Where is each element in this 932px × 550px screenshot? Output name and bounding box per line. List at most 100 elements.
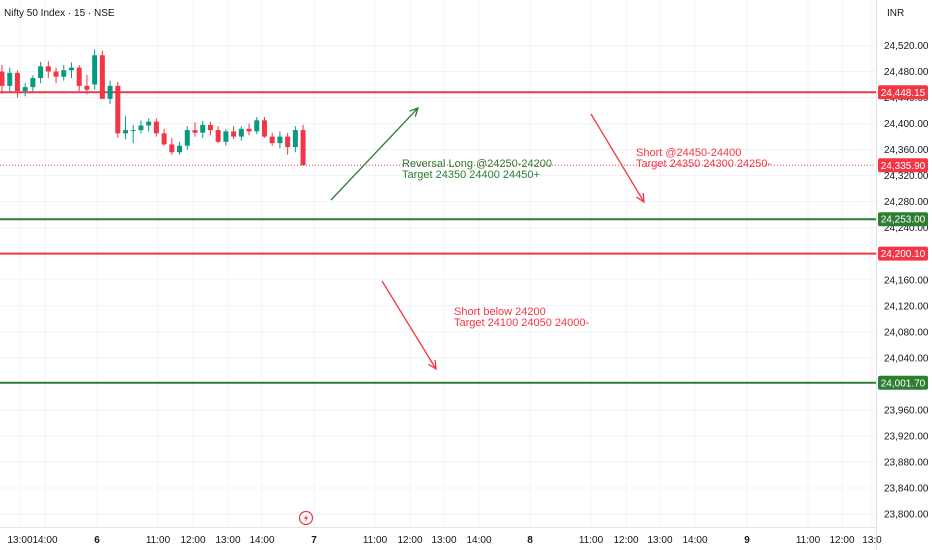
price-tick-label: 24,240.00 xyxy=(884,223,929,234)
time-axis[interactable]: 13:00 14:00 6 11:00 12:00 13:00 14:00 7 11:00 12:… xyxy=(7,535,882,546)
candle xyxy=(84,74,90,94)
candle xyxy=(99,50,105,99)
level-price-badge: 24,253.00 xyxy=(878,212,928,227)
lightning-icon[interactable] xyxy=(298,510,314,526)
candle xyxy=(246,123,252,136)
candle xyxy=(76,65,82,92)
candle xyxy=(138,120,144,134)
horizontal-levels xyxy=(0,91,876,384)
price-tick-label: 23,960.00 xyxy=(884,405,929,416)
time-tick-label: 11:00 xyxy=(146,535,171,546)
candle xyxy=(254,117,260,134)
candle xyxy=(223,128,229,146)
price-tick-label: 24,280.00 xyxy=(884,197,929,208)
candle xyxy=(177,141,183,155)
time-tick-label: 13:0 xyxy=(862,535,882,546)
candle xyxy=(115,81,121,138)
candle xyxy=(238,126,244,141)
candle xyxy=(92,49,98,90)
time-tick-label: 12:00 xyxy=(829,535,854,546)
time-tick-label: 14:00 xyxy=(249,535,274,546)
price-tick-label: 24,040.00 xyxy=(884,353,929,364)
grid xyxy=(0,0,876,527)
candles xyxy=(0,49,306,166)
annotation-arrow xyxy=(590,113,645,204)
price-tick-label: 24,120.00 xyxy=(884,301,929,312)
chart-title: Nifty 50 Index · 15 · NSE xyxy=(4,8,115,19)
time-tick-label: 12:00 xyxy=(613,535,638,546)
candle xyxy=(45,61,51,79)
price-tick-label: 24,400.00 xyxy=(884,119,929,130)
candle xyxy=(123,115,129,140)
time-tick-label: 11:00 xyxy=(363,535,388,546)
candle xyxy=(22,83,28,97)
time-tick-label: 14:00 xyxy=(32,535,57,546)
price-tick-label: 24,480.00 xyxy=(884,67,929,78)
candle xyxy=(300,124,306,166)
annotation-text: Target 24350 24400 24450+ xyxy=(402,169,540,181)
time-tick-label: 13:00 xyxy=(215,535,240,546)
candle xyxy=(277,131,283,149)
candle xyxy=(14,70,20,98)
price-tick-label: 24,320.00 xyxy=(884,171,929,182)
price-badges: 24,448.15 24,335.90 24,253.00 24,200.10 24,0… xyxy=(878,85,928,390)
annotation-arrow xyxy=(330,106,420,201)
price-axis[interactable]: 23,800.00 23,840.00 23,880.00 23,920.00 23,9… xyxy=(884,41,929,521)
time-tick-label: 8 xyxy=(527,535,533,546)
candle xyxy=(215,126,221,144)
candle xyxy=(146,118,152,132)
candle xyxy=(130,124,136,144)
time-tick-label: 11:00 xyxy=(796,535,821,546)
price-tick-label: 23,800.00 xyxy=(884,510,929,521)
candle xyxy=(285,132,291,155)
candle xyxy=(292,126,298,153)
price-tick-label: 24,520.00 xyxy=(884,41,929,52)
candle xyxy=(7,67,13,93)
annotation-text: Short below 24200 xyxy=(454,306,546,318)
candle xyxy=(207,121,213,136)
annotation-arrow xyxy=(381,280,437,371)
price-tick-label: 24,080.00 xyxy=(884,327,929,338)
annotation-text: Reversal Long @24250-24200 xyxy=(402,158,552,170)
time-tick-label: 13:00 xyxy=(7,535,32,546)
time-tick-label: 7 xyxy=(311,535,317,546)
candle xyxy=(38,61,44,84)
annotation-text: Target 24100 24050 24000- xyxy=(454,317,590,329)
candle xyxy=(231,126,237,140)
price-tick-label: 24,160.00 xyxy=(884,275,929,286)
time-tick-label: 11:00 xyxy=(579,535,604,546)
currency-label[interactable]: INR xyxy=(887,8,904,19)
candle xyxy=(184,126,190,150)
svg-text:24,200.10: 24,200.10 xyxy=(881,249,926,260)
candle xyxy=(107,80,113,105)
candle xyxy=(261,117,267,138)
candle xyxy=(68,62,74,79)
time-tick-label: 12:00 xyxy=(397,535,422,546)
svg-text:24,253.00: 24,253.00 xyxy=(881,215,926,226)
candle xyxy=(161,128,167,146)
candle xyxy=(269,132,275,146)
candle xyxy=(53,67,59,84)
candle xyxy=(153,118,159,137)
annotation-text: Short @24450-24400 xyxy=(636,147,741,159)
candle xyxy=(192,122,198,137)
last-price-badge: 24,335.90 xyxy=(878,158,928,173)
level-price-badge: 24,200.10 xyxy=(878,246,928,261)
price-tick-label: 24,360.00 xyxy=(884,145,929,156)
svg-text:24,335.90: 24,335.90 xyxy=(881,161,926,172)
time-tick-label: 13:00 xyxy=(647,535,672,546)
time-tick-label: 9 xyxy=(744,535,750,546)
candle xyxy=(169,137,175,155)
annotation-text: Target 24350 24300 24250- xyxy=(636,158,772,170)
svg-text:24,001.70: 24,001.70 xyxy=(881,378,926,389)
level-price-badge: 24,448.15 xyxy=(878,85,928,100)
candle xyxy=(200,120,206,138)
candle xyxy=(61,65,67,81)
time-tick-label: 12:00 xyxy=(180,535,205,546)
level-price-badge: 24,001.70 xyxy=(878,375,928,390)
price-tick-label: 23,880.00 xyxy=(884,457,929,468)
time-tick-label: 14:00 xyxy=(682,535,707,546)
time-tick-label: 6 xyxy=(94,535,100,546)
